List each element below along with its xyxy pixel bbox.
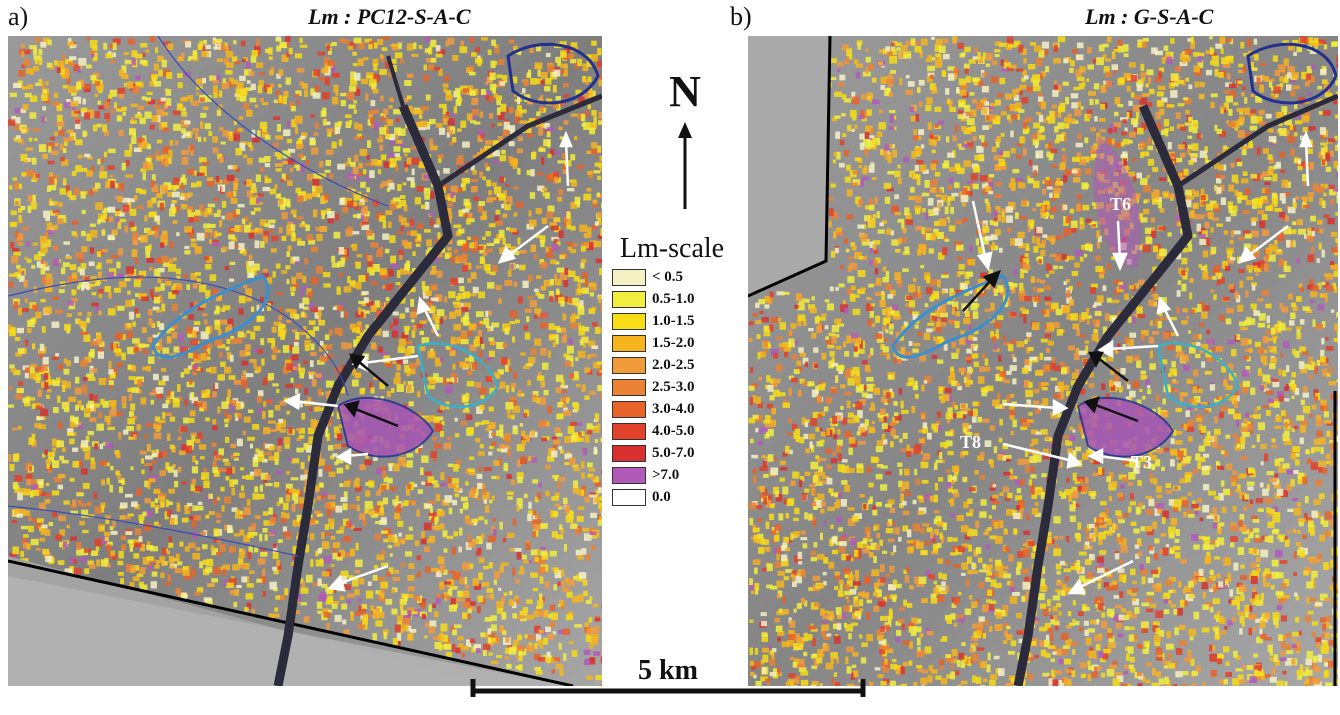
legend-title: Lm-scale [619, 233, 725, 264]
legend-label: 3.0-4.0 [652, 400, 695, 417]
legend-label: 0.5-1.0 [652, 290, 695, 307]
evidence-arrows-dark [343, 353, 399, 428]
town-built-up-area [1013, 104, 1193, 686]
legend-label: >7.0 [652, 466, 680, 483]
outside-study-area [748, 36, 830, 296]
legend-swatch [612, 422, 646, 440]
river [8, 276, 349, 397]
legend-label: 2.5-3.0 [652, 378, 695, 395]
mapped-landslide-outline [151, 274, 270, 359]
legend-item: 0.5-1.0 [612, 288, 746, 310]
legend-label: 1.0-1.5 [652, 312, 695, 329]
legend-item: 1.0-1.5 [612, 310, 746, 332]
legend-item: 3.0-4.0 [612, 398, 746, 420]
legend: Lm-scale < 0.5 0.5-1.0 1.0-1.5 1.5-2.0 2.0-2… [598, 232, 746, 508]
annotation-t8: T8 [960, 432, 981, 452]
legend-item: 1.5-2.0 [612, 332, 746, 354]
legend-swatch [612, 356, 646, 374]
legend-label: 4.0-5.0 [652, 422, 695, 439]
landslide-susceptibility-pixels [748, 36, 1338, 686]
north-letter: N [669, 67, 701, 116]
legend-item: 2.5-3.0 [612, 376, 746, 398]
legend-swatch [612, 466, 646, 484]
legend-item: 4.0-5.0 [612, 420, 746, 442]
scale-bar-line [470, 679, 866, 697]
study-area-boundary [748, 36, 832, 298]
legend-swatch [612, 268, 646, 286]
panel-a-label: a) [8, 2, 29, 31]
legend-label: 1.5-2.0 [652, 334, 695, 351]
town-built-up-area [273, 104, 453, 686]
legend-label: < 0.5 [652, 268, 684, 285]
legend-swatch [612, 334, 646, 352]
mapped-landslide-outline [416, 342, 500, 409]
map-a-canvas [8, 36, 602, 686]
legend-item: 0.0 [612, 486, 746, 508]
legend-label: 0.0 [652, 488, 671, 505]
panel-a-title: Lm : PC12-S-A-C [308, 4, 471, 29]
legend-label: 5.0-7.0 [652, 444, 695, 461]
legend-swatch [612, 378, 646, 396]
river [157, 36, 389, 207]
legend-item: 5.0-7.0 [612, 442, 746, 464]
annotation-t3: T3 [1131, 452, 1152, 472]
mapped-landslide-outline [1156, 342, 1240, 409]
panel-b-label: b) [730, 2, 752, 31]
legend-label: 2.0-2.5 [652, 356, 695, 373]
map-b-canvas: T6 T8 T3 [748, 36, 1338, 686]
high-susceptibility-zone [1076, 396, 1175, 458]
map-panel-b: T6 T8 T3 [748, 36, 1338, 686]
mapped-landslide-outline [506, 42, 600, 105]
landslide-susceptibility-pixels [8, 36, 602, 686]
legend-swatch [612, 290, 646, 308]
legend-classes: < 0.5 0.5-1.0 1.0-1.5 1.5-2.0 2.0-2.5 2.5-3.0… [598, 266, 746, 508]
scale-bar: 5 km [470, 655, 866, 697]
scale-bar-label: 5 km [638, 655, 698, 686]
annotation-t6: T6 [1110, 194, 1131, 214]
evidence-arrows-dark [962, 269, 1139, 423]
legend-item: >7.0 [612, 464, 746, 486]
legend-item: 2.0-2.5 [612, 354, 746, 376]
evidence-arrows [971, 130, 1313, 595]
north-arrow-icon [678, 122, 692, 209]
legend-swatch [612, 312, 646, 330]
legend-swatch [612, 488, 646, 506]
map-panel-a [8, 36, 602, 686]
evidence-arrows [283, 130, 573, 592]
panel-b-title: Lm : G-S-A-C [1085, 4, 1214, 29]
mapped-landslide-outline [1246, 42, 1338, 105]
north-arrow: N [660, 70, 710, 219]
legend-item: < 0.5 [612, 266, 746, 288]
river [8, 505, 299, 557]
mapped-landslide-outline [891, 274, 1010, 359]
legend-swatch [612, 400, 646, 418]
legend-swatch [612, 444, 646, 462]
town-built-up-area-east [436, 93, 602, 189]
